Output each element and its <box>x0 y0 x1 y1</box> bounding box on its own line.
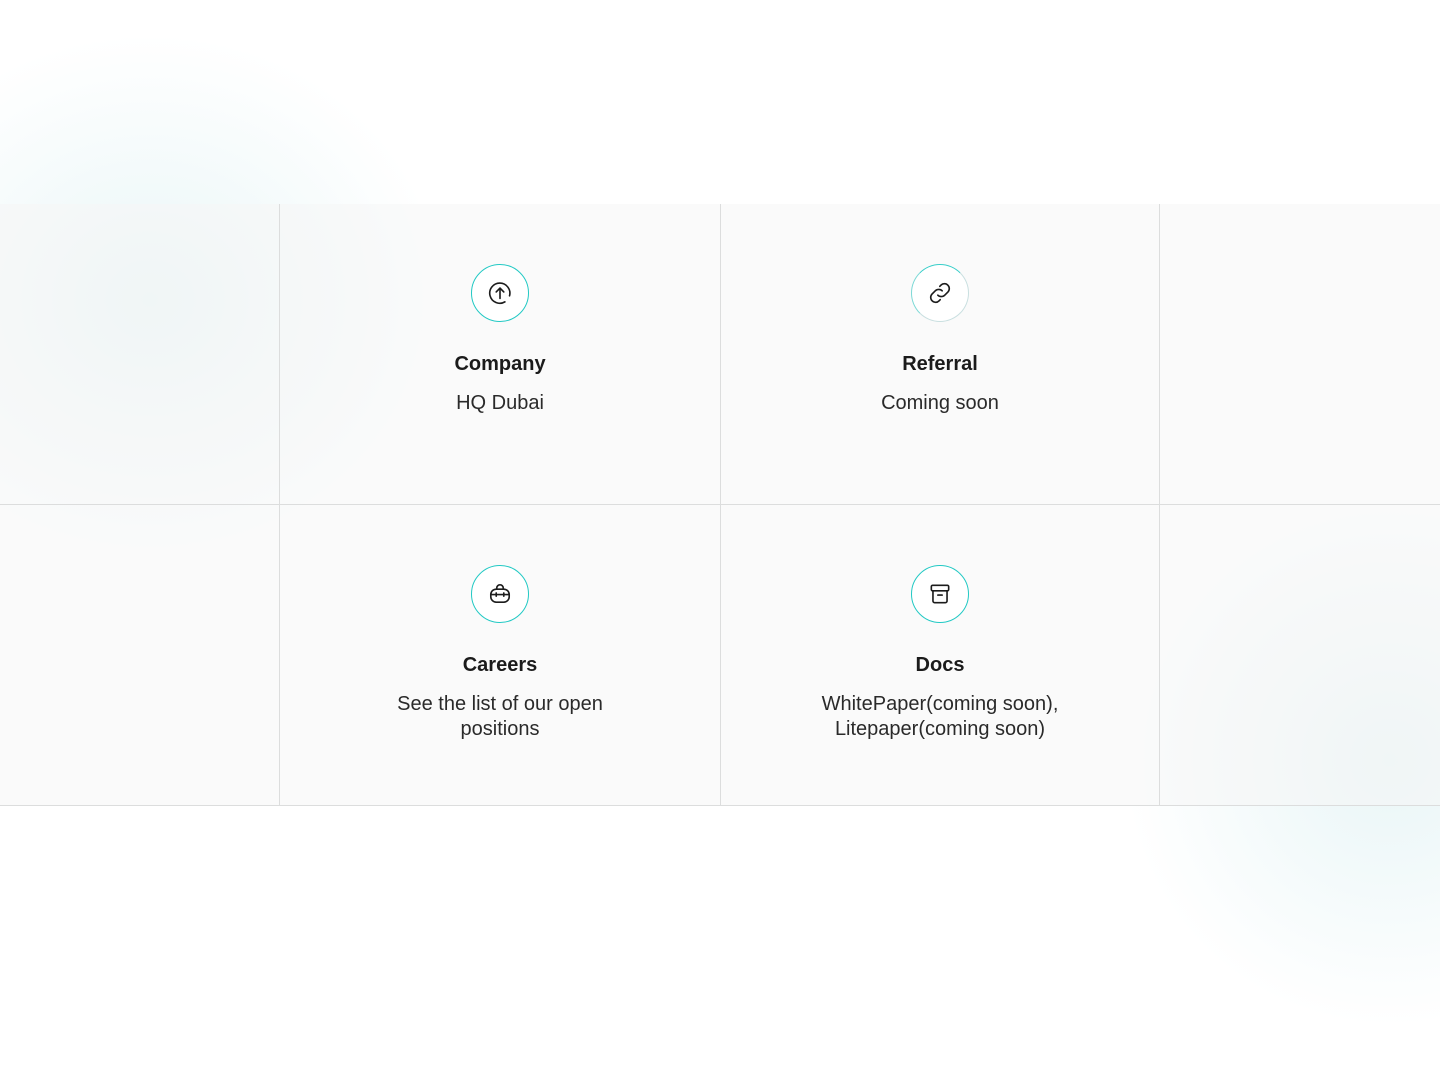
grid-divider-vertical <box>720 204 721 806</box>
link-icon <box>929 282 951 304</box>
docs-icon-badge <box>911 565 969 623</box>
careers-title: Careers <box>462 654 538 676</box>
grid-divider-vertical <box>279 204 280 806</box>
company-icon-badge <box>471 264 529 322</box>
referral-description: Coming soon <box>881 392 999 414</box>
careers-card: Careers See the list of our open positio… <box>280 505 720 805</box>
briefcase-icon <box>489 584 511 603</box>
company-card: Company HQ Dubai <box>280 204 720 504</box>
grid-divider-horizontal <box>0 504 1440 505</box>
grid-divider-vertical <box>1159 204 1160 806</box>
info-grid: Company HQ Dubai Referral Coming soon Ca… <box>0 204 1440 806</box>
grid-divider-horizontal <box>0 805 1440 806</box>
company-description: HQ Dubai <box>456 392 544 414</box>
docs-description[interactable]: WhitePaper(coming soon), Litepaper(comin… <box>821 693 1059 740</box>
referral-title: Referral <box>902 353 978 375</box>
arrow-up-circle-icon <box>488 282 511 305</box>
careers-icon-badge <box>471 565 529 623</box>
docs-title: Docs <box>915 654 965 676</box>
company-title: Company <box>454 353 546 375</box>
careers-description[interactable]: See the list of our open positions <box>397 693 603 740</box>
docs-card: Docs WhitePaper(coming soon), Litepaper(… <box>720 505 1160 805</box>
archive-box-icon <box>930 584 950 604</box>
referral-icon-badge <box>911 264 969 322</box>
referral-card: Referral Coming soon <box>720 204 1160 504</box>
